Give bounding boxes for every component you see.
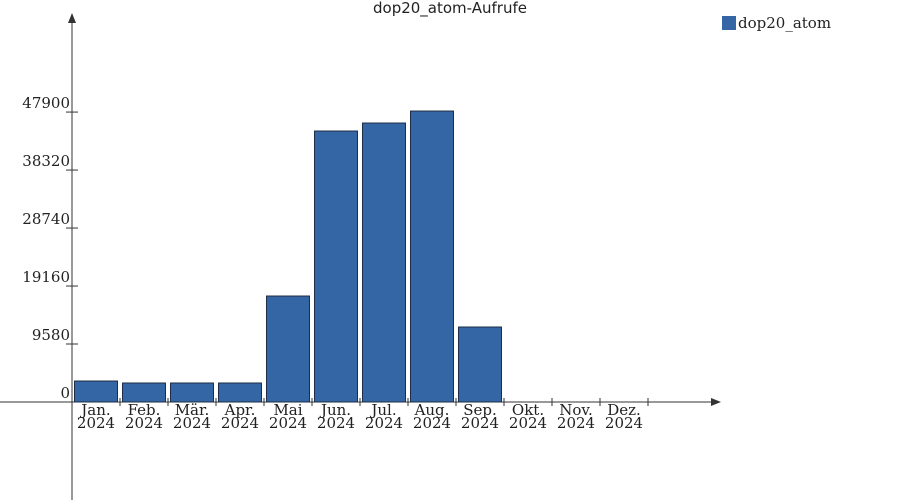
x-axis-arrow <box>711 398 721 406</box>
y-tick-label: 9580 <box>32 326 70 344</box>
y-tick-label: 0 <box>60 384 70 402</box>
x-tick-label: Okt. 2024 <box>508 401 548 432</box>
bar <box>218 382 262 403</box>
bar <box>122 382 166 403</box>
x-tick-label: Feb. 2024 <box>124 401 164 432</box>
bar <box>410 110 454 403</box>
legend-label: dop20_atom <box>738 14 831 32</box>
y-tick-label: 38320 <box>22 152 70 170</box>
y-tick-label: 28740 <box>22 210 70 228</box>
x-tick-label: Nov. 2024 <box>556 401 596 432</box>
y-axis-arrow <box>68 13 76 23</box>
y-tick-label: 19160 <box>22 268 70 286</box>
bar <box>458 326 502 403</box>
bar <box>314 130 358 403</box>
y-tick-label: 47900 <box>22 94 70 112</box>
x-tick-label: Jan. 2024 <box>76 401 116 432</box>
bar <box>266 295 310 403</box>
x-tick-label: Apr. 2024 <box>220 401 260 432</box>
x-tick-label: Dez. 2024 <box>604 401 644 432</box>
bar <box>74 380 118 403</box>
x-tick-label: Aug. 2024 <box>412 401 452 432</box>
legend-swatch <box>722 16 736 30</box>
chart-title: dop20_atom-Aufrufe <box>373 0 527 18</box>
x-tick-label: Jun. 2024 <box>316 401 356 432</box>
bar <box>170 382 214 403</box>
x-tick-label: Jul. 2024 <box>364 401 404 432</box>
x-tick-label: Mai 2024 <box>268 401 308 432</box>
bar <box>362 122 406 403</box>
x-tick-label: Sep. 2024 <box>460 401 500 432</box>
x-tick-label: Mär. 2024 <box>172 401 212 432</box>
